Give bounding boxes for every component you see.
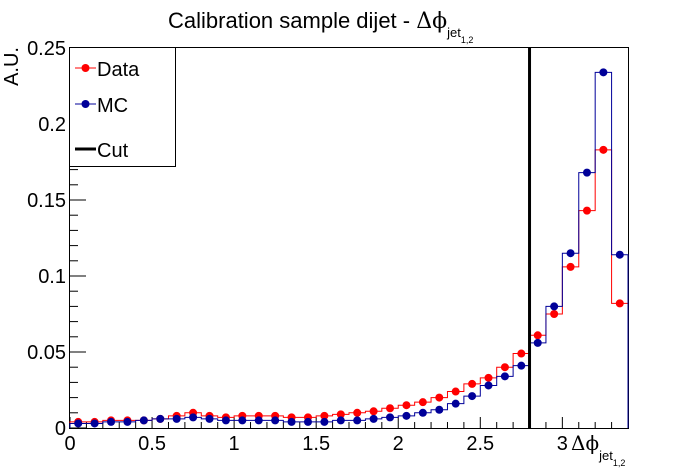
x-tick-label: 0 [64, 433, 75, 455]
marker-mc [107, 417, 116, 426]
legend-data-label: Data [97, 59, 140, 81]
plot-frame [69, 47, 629, 429]
marker-mc [402, 411, 411, 420]
marker-data [468, 379, 477, 388]
marker-mc [582, 168, 591, 177]
marker-data [336, 410, 345, 419]
marker-mc [123, 417, 132, 426]
marker-mc [468, 392, 477, 401]
marker-mc [271, 416, 280, 425]
marker-data [353, 408, 362, 417]
marker-mc [566, 249, 575, 258]
marker-data [386, 404, 395, 413]
x-tick-label: 2 [393, 433, 404, 455]
x-tick-labels: 0 0.5 1 1.5 2 2.5 3 [64, 433, 567, 455]
marker-mc [90, 419, 99, 428]
marker-mc [550, 302, 559, 311]
chart-title-sub: jet [446, 25, 461, 40]
marker-mc [139, 416, 148, 425]
marker-data [369, 407, 378, 416]
marker-mc [287, 417, 296, 426]
legend: Data MC Cut [69, 47, 176, 167]
chart-title-main: Calibration sample dijet - [168, 8, 416, 33]
marker-data [533, 331, 542, 340]
marker-data [435, 393, 444, 402]
y-axis-label: A.U. [1, 47, 23, 86]
x-tick-label: 2.5 [466, 433, 494, 455]
histogram-mc [69, 71, 629, 428]
marker-mc [74, 419, 83, 428]
marker-data [599, 145, 608, 154]
marker-mc [156, 414, 165, 423]
chart-title-symbol: Δϕ [416, 9, 447, 34]
marker-data [402, 401, 411, 410]
marker-mc [303, 417, 312, 426]
marker-mc [320, 417, 329, 426]
y-tick-label: 0.15 [27, 190, 66, 212]
x-tick-label: 0.5 [138, 433, 166, 455]
marker-data [517, 349, 526, 358]
legend-mc-marker [81, 100, 90, 108]
marker-mc [386, 413, 395, 422]
marker-mc [221, 416, 230, 425]
x-tick-label: 1 [229, 433, 240, 455]
y-tick-labels: 0 0.05 0.1 0.15 0.2 0.25 [27, 38, 66, 440]
marker-data [582, 206, 591, 215]
legend-data-marker [81, 64, 90, 72]
marker-data [451, 387, 460, 396]
data-markers [74, 68, 624, 428]
marker-data [320, 411, 329, 420]
x-axis-label-sub: jet [598, 448, 613, 463]
marker-mc [172, 414, 181, 423]
marker-data [550, 310, 559, 318]
chart-title-subsub: 1,2 [461, 35, 474, 45]
marker-mc [484, 381, 493, 390]
y-tick-label: 0.1 [38, 266, 66, 288]
marker-data [615, 299, 624, 308]
marker-mc [238, 416, 247, 425]
x-axis-label: Δϕjet1,2 [571, 431, 625, 468]
y-tick-label: 0 [55, 418, 66, 440]
marker-data [484, 373, 493, 382]
legend-cut-label: Cut [97, 140, 129, 162]
marker-mc [205, 414, 214, 423]
marker-mc [418, 408, 427, 417]
y-tick-label: 0.05 [27, 342, 66, 364]
y-tick-label: 0.2 [38, 114, 66, 136]
marker-mc [599, 68, 608, 77]
marker-mc [435, 405, 444, 414]
marker-data [566, 262, 575, 271]
y-tick-label: 0.25 [27, 38, 66, 60]
marker-mc [189, 413, 198, 422]
marker-mc [615, 250, 624, 259]
marker-mc [369, 414, 378, 423]
marker-mc [451, 399, 460, 408]
marker-mc [517, 361, 526, 370]
marker-mc [533, 338, 542, 347]
x-axis-label-symbol: Δϕ [571, 431, 599, 455]
x-tick-label: 3 [557, 433, 568, 455]
chart-title: Calibration sample dijet - Δϕjet1,2 [168, 8, 473, 45]
marker-data [500, 363, 509, 372]
marker-mc [500, 372, 509, 381]
marker-mc [353, 416, 362, 425]
x-tick-label: 1.5 [302, 433, 330, 455]
legend-mc-label: MC [97, 95, 128, 117]
marker-data [418, 398, 427, 407]
marker-mc [336, 416, 345, 425]
marker-mc [254, 416, 263, 425]
x-axis-label-subsub: 1,2 [613, 458, 626, 468]
